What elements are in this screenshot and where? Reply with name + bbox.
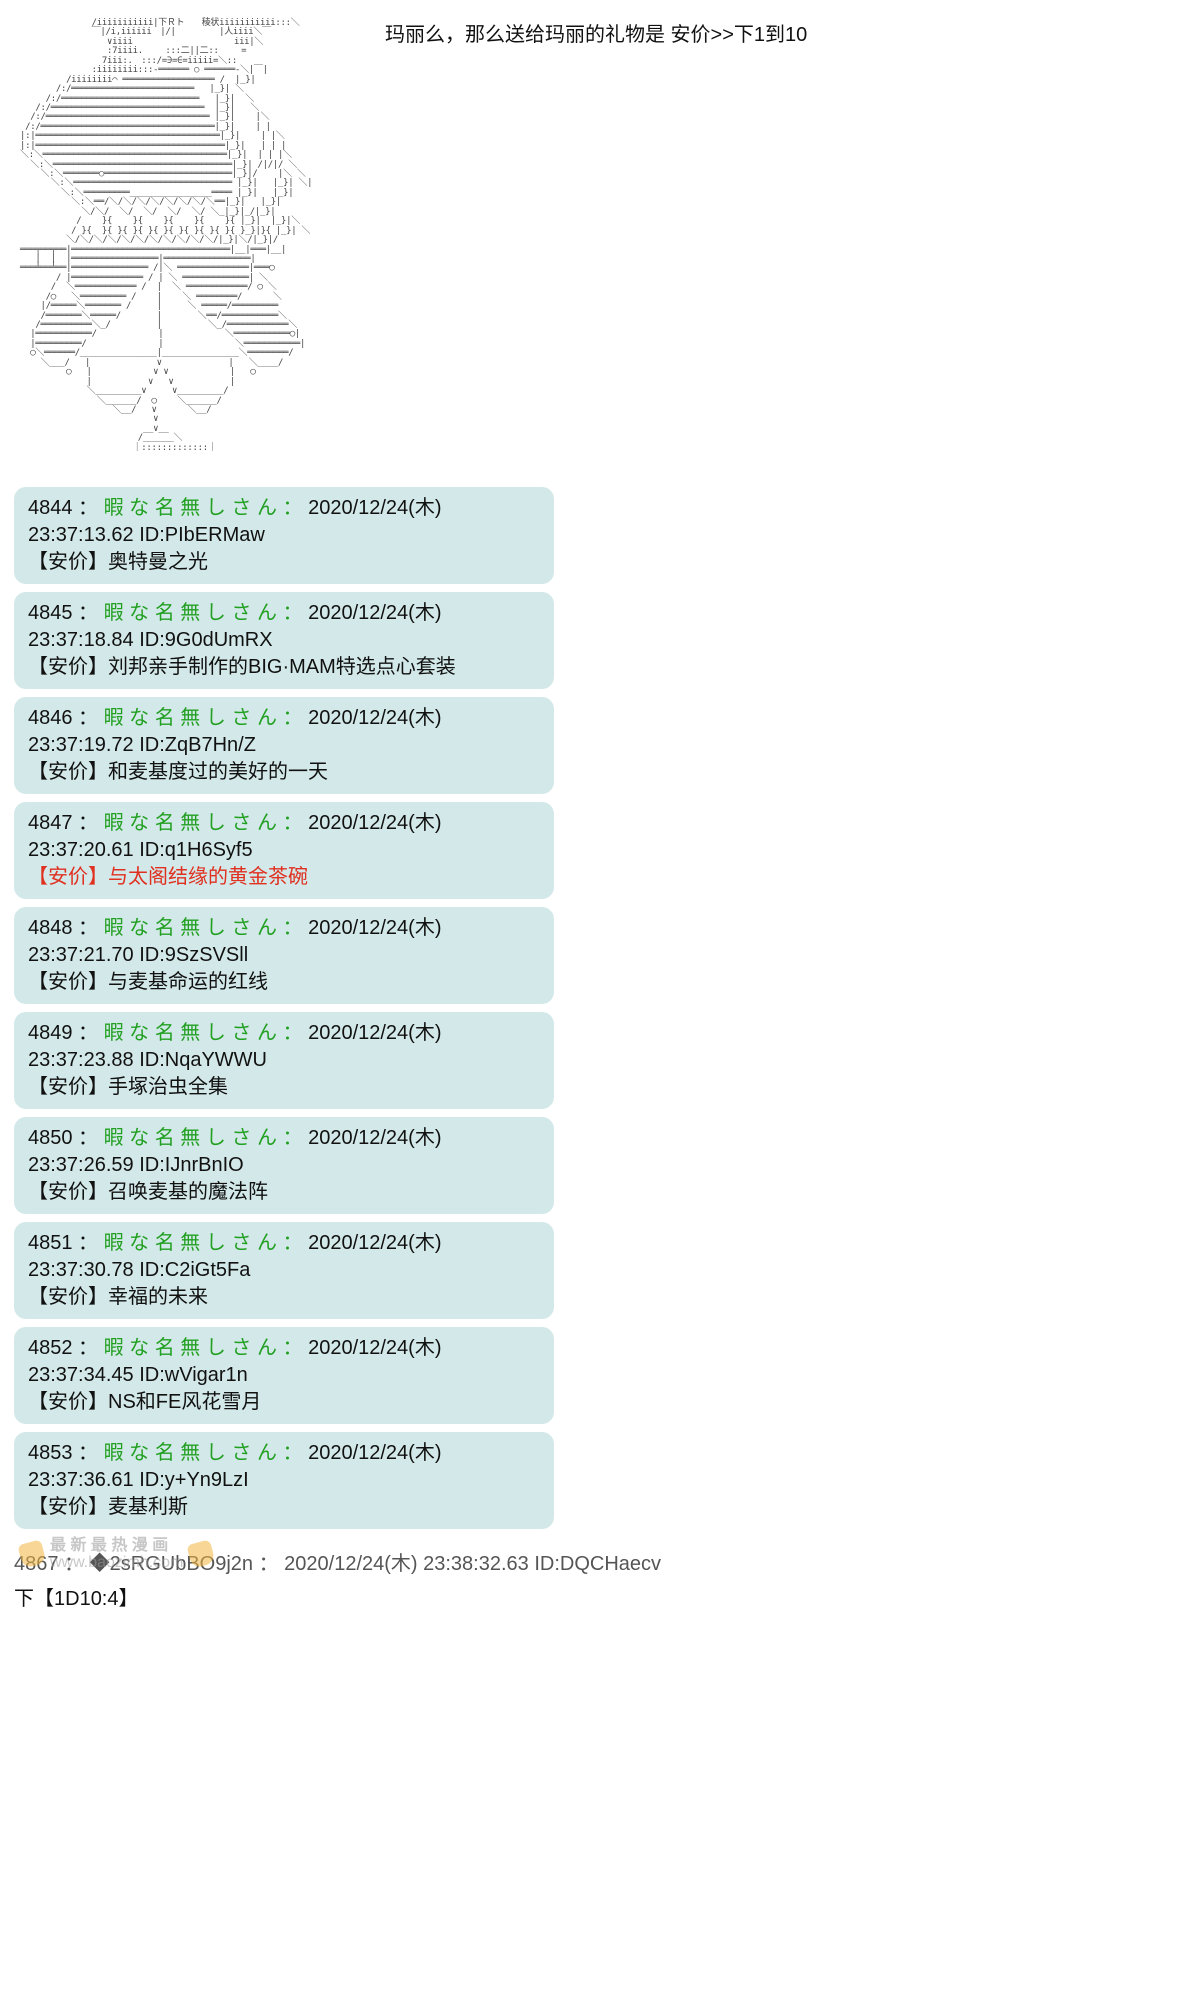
- footer-timestamp: 2020/12/24(木) 23:38:32.63: [284, 1553, 529, 1575]
- forum-post: 4844 ： 暇 な 名 無 し さ ん ： 2020/12/24(木) 23:…: [14, 487, 554, 584]
- post-username: 暇 な 名 無 し さ ん ：: [98, 1232, 308, 1254]
- posts-list: 4844 ： 暇 な 名 無 し さ ん ： 2020/12/24(木) 23:…: [0, 482, 1200, 1547]
- post-username: 暇 な 名 無 し さ ん ：: [98, 1127, 308, 1149]
- post-username: 暇 な 名 無 し さ ん ：: [98, 1022, 308, 1044]
- post-username: 暇 な 名 無 し さ ん ：: [98, 602, 308, 624]
- post-body: 【安价】刘邦亲手制作的BIG·MAM特选点心套装: [28, 654, 540, 681]
- forum-post: 4850 ： 暇 な 名 無 し さ ん ： 2020/12/24(木) 23:…: [14, 1117, 554, 1214]
- forum-post: 4851 ： 暇 な 名 無 し さ ん ： 2020/12/24(木) 23:…: [14, 1222, 554, 1319]
- post-number: 4844 ：: [28, 497, 98, 519]
- post-header: 4848 ： 暇 な 名 無 し さ ん ： 2020/12/24(木) 23:…: [28, 915, 540, 969]
- forum-post: 4848 ： 暇 な 名 無 し さ ん ： 2020/12/24(木) 23:…: [14, 907, 554, 1004]
- post-header: 4844 ： 暇 な 名 無 し さ ん ： 2020/12/24(木) 23:…: [28, 495, 540, 549]
- footer-post-header: 4867 ： ◆2sRGUbBO9j2n ： 2020/12/24(木) 23:…: [14, 1547, 1186, 1576]
- footer-post-number: 4867: [14, 1553, 59, 1575]
- footer-uid-fragment: ◆2sRGUbBO9j2n: [90, 1553, 253, 1575]
- post-username: 暇 な 名 無 し さ ん ：: [98, 707, 308, 729]
- forum-post: 4845 ： 暇 な 名 無 し さ ん ： 2020/12/24(木) 23:…: [14, 592, 554, 689]
- post-number: 4851 ：: [28, 1232, 98, 1254]
- forum-post: 4847 ： 暇 な 名 無 し さ ん ： 2020/12/24(木) 23:…: [14, 802, 554, 899]
- forum-post: 4852 ： 暇 な 名 無 し さ ん ： 2020/12/24(木) 23:…: [14, 1327, 554, 1424]
- forum-post: 4853 ： 暇 な 名 無 し さ ん ： 2020/12/24(木) 23:…: [14, 1432, 554, 1529]
- post-header: 4845 ： 暇 な 名 無 し さ ん ： 2020/12/24(木) 23:…: [28, 600, 540, 654]
- post-username: 暇 な 名 無 し さ ん ：: [98, 1337, 308, 1359]
- post-header: 4852 ： 暇 な 名 無 し さ ん ： 2020/12/24(木) 23:…: [28, 1335, 540, 1389]
- post-body: 【安价】手塚治虫全集: [28, 1074, 540, 1101]
- post-body: 【安价】召唤麦基的魔法阵: [28, 1179, 540, 1206]
- post-body: 【安价】幸福的未来: [28, 1284, 540, 1311]
- post-number: 4852 ：: [28, 1337, 98, 1359]
- post-number: 4845 ：: [28, 602, 98, 624]
- post-header: 4847 ： 暇 な 名 無 し さ ん ： 2020/12/24(木) 23:…: [28, 810, 540, 864]
- post-username: 暇 な 名 無 し さ ん ：: [98, 812, 308, 834]
- post-body: 【安价】与太阁结缘的黄金茶碗: [28, 864, 540, 891]
- post-header: 4853 ： 暇 な 名 無 し さ ん ： 2020/12/24(木) 23:…: [28, 1440, 540, 1494]
- post-number: 4848 ：: [28, 917, 98, 939]
- post-username: 暇 な 名 無 し さ ん ：: [98, 917, 308, 939]
- post-header: 4851 ： 暇 な 名 無 し さ ん ： 2020/12/24(木) 23:…: [28, 1230, 540, 1284]
- post-header: 4846 ： 暇 な 名 無 し さ ん ： 2020/12/24(木) 23:…: [28, 705, 540, 759]
- post-username: 暇 な 名 無 し さ ん ：: [98, 1442, 308, 1464]
- post-body: 【安价】NS和FE风花雪月: [28, 1389, 540, 1416]
- samurai-ascii-art: /iiiiiiiiiii|下Ｒト 稜状iiiiiiiiiii:::＼ ￣|/i,…: [20, 19, 1190, 463]
- footer-area: 最 新 最 热 漫 画 www.baozimh.com 4867 ： ◆2sRG…: [0, 1547, 1200, 1631]
- post-number: 4853 ：: [28, 1442, 98, 1464]
- post-header: 4850 ： 暇 な 名 無 し さ ん ： 2020/12/24(木) 23:…: [28, 1125, 540, 1179]
- post-username: 暇 な 名 無 し さ ん ：: [98, 497, 308, 519]
- post-body: 【安价】与麦基命运的红线: [28, 969, 540, 996]
- post-body: 【安价】奥特曼之光: [28, 549, 540, 576]
- post-number: 4846 ：: [28, 707, 98, 729]
- post-number: 4847 ：: [28, 812, 98, 834]
- post-number: 4850 ：: [28, 1127, 98, 1149]
- forum-post: 4849 ： 暇 な 名 無 し さ ん ： 2020/12/24(木) 23:…: [14, 1012, 554, 1109]
- footer-id: DQCHaecv: [560, 1553, 661, 1575]
- dialogue-text: 玛丽么，那么送给玛丽的礼物是 安价>>下1到10: [385, 18, 807, 47]
- post-body: 【安价】麦基利斯: [28, 1494, 540, 1521]
- dice-result: 下【1D10:4】: [14, 1582, 1186, 1611]
- post-header: 4849 ： 暇 な 名 無 し さ ん ： 2020/12/24(木) 23:…: [28, 1020, 540, 1074]
- ascii-art-section: 玛丽么，那么送给玛丽的礼物是 安价>>下1到10 /iiiiiiiiiii|下Ｒ…: [0, 0, 1200, 482]
- post-number: 4849 ：: [28, 1022, 98, 1044]
- forum-post: 4846 ： 暇 な 名 無 し さ ん ： 2020/12/24(木) 23:…: [14, 697, 554, 794]
- post-body: 【安价】和麦基度过的美好的一天: [28, 759, 540, 786]
